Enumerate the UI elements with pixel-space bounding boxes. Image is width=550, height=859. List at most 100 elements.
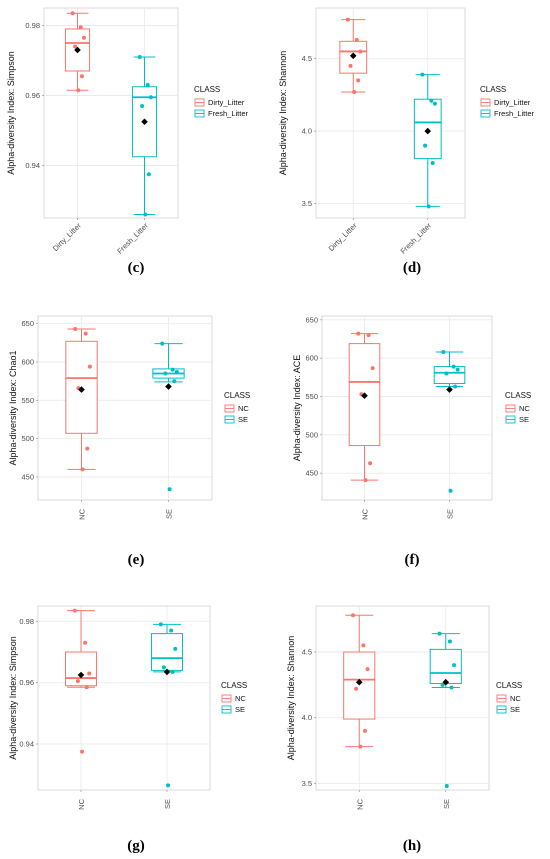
chart-panel-e: 450 500 550 600 650 Alpha-diversity Index: Ch… bbox=[8, 315, 250, 568]
data-point bbox=[361, 643, 366, 648]
data-point bbox=[166, 783, 171, 788]
legend-entry: NC bbox=[238, 404, 249, 413]
data-point bbox=[174, 369, 179, 374]
legend-entry: SE bbox=[519, 415, 529, 424]
data-point bbox=[354, 37, 359, 42]
legend-title: CLASS bbox=[224, 391, 250, 400]
panel-label: (e) bbox=[128, 552, 145, 568]
data-point bbox=[87, 671, 92, 676]
data-point bbox=[170, 669, 175, 674]
y-tick-label: 500 bbox=[305, 430, 318, 439]
y-tick-label: 0.94 bbox=[25, 161, 40, 170]
y-tick-label: 650 bbox=[21, 319, 34, 328]
mean-marker bbox=[78, 386, 85, 393]
data-point bbox=[354, 686, 359, 691]
legend: CLASS Dirty_Litter Fresh_Litter bbox=[194, 85, 249, 118]
box-NC bbox=[65, 608, 97, 754]
panel-label: (d) bbox=[403, 260, 421, 276]
mean-marker bbox=[361, 392, 368, 400]
mean-marker bbox=[77, 671, 85, 679]
chart-panel-g: 0.94 0.96 0.98 Alpha-diversity Index: Simps… bbox=[8, 605, 247, 854]
data-point bbox=[145, 83, 150, 87]
data-point bbox=[447, 639, 452, 644]
box-iqr bbox=[65, 651, 97, 687]
x-tick-label: NC bbox=[355, 798, 364, 809]
x-tick-label: NC bbox=[77, 798, 86, 809]
y-tick-label: 0.98 bbox=[19, 617, 34, 626]
y-tick-label: 550 bbox=[21, 396, 34, 405]
data-point bbox=[72, 608, 77, 613]
y-tick-label: 450 bbox=[305, 469, 318, 478]
box-SE bbox=[433, 350, 466, 493]
data-point bbox=[351, 613, 356, 618]
y-tick-label: 4.5 bbox=[302, 648, 312, 657]
legend-entry: NC bbox=[510, 694, 521, 703]
data-point bbox=[358, 744, 363, 749]
data-point bbox=[455, 367, 460, 372]
x-tick-label: SE bbox=[165, 509, 174, 519]
data-point bbox=[140, 104, 145, 108]
y-tick-label: 600 bbox=[21, 358, 34, 367]
data-point bbox=[444, 371, 449, 376]
data-point bbox=[81, 35, 86, 40]
box-iqr bbox=[151, 633, 183, 671]
chart-panel-c: 0.94 0.96 0.98 Alpha-diversity Index: Simps… bbox=[6, 7, 249, 276]
legend-title: CLASS bbox=[505, 391, 531, 400]
data-point bbox=[79, 74, 84, 79]
legend: CLASS NC SE bbox=[505, 391, 531, 424]
data-point bbox=[370, 366, 375, 371]
mean-marker bbox=[446, 386, 453, 393]
data-point bbox=[449, 685, 454, 690]
data-point bbox=[366, 333, 371, 338]
data-point bbox=[452, 663, 457, 668]
data-point bbox=[356, 331, 361, 336]
legend: CLASS NC SE bbox=[496, 681, 522, 714]
data-point bbox=[83, 331, 88, 336]
data-point bbox=[363, 478, 368, 483]
y-tick-label: 0.96 bbox=[25, 91, 40, 100]
data-point bbox=[453, 384, 458, 389]
data-point bbox=[368, 461, 373, 466]
data-point bbox=[73, 327, 78, 332]
legend-title: CLASS bbox=[480, 85, 506, 94]
y-axis-label: Alpha-diversity Index: Chao1 bbox=[8, 350, 18, 465]
mean-marker bbox=[424, 127, 432, 135]
legend-entry: Fresh_Litter bbox=[494, 109, 535, 118]
data-point bbox=[429, 98, 434, 103]
data-point bbox=[426, 204, 431, 209]
x-tick-label: Fresh_Litter bbox=[115, 221, 150, 256]
data-point bbox=[170, 367, 175, 372]
x-tick-label: Dirty_Litter bbox=[327, 221, 359, 253]
plot-area bbox=[315, 7, 466, 219]
data-point bbox=[362, 728, 367, 733]
y-tick-label: 450 bbox=[21, 473, 34, 482]
data-point bbox=[80, 749, 85, 754]
x-tick-label: NC bbox=[361, 508, 370, 519]
y-tick-label: 600 bbox=[305, 354, 318, 363]
data-point bbox=[85, 446, 90, 451]
y-tick-label: 0.98 bbox=[25, 21, 40, 30]
plot-area bbox=[43, 7, 179, 219]
panel-label: (c) bbox=[128, 260, 145, 276]
y-tick-label: 3.5 bbox=[302, 199, 312, 208]
y-axis-label: Alpha-diversity Index: Shannon bbox=[278, 51, 288, 176]
data-point bbox=[80, 467, 85, 472]
mean-marker bbox=[74, 46, 81, 54]
legend-entry: SE bbox=[510, 705, 520, 714]
y-tick-label: 4.0 bbox=[302, 127, 312, 136]
data-point bbox=[84, 685, 89, 690]
y-axis-label: Alpha-diversity Index: Simpson bbox=[6, 51, 16, 175]
mean-marker bbox=[141, 118, 148, 126]
data-point bbox=[148, 95, 153, 100]
data-point bbox=[348, 63, 353, 68]
legend-entry: SE bbox=[238, 415, 248, 424]
y-tick-label: 650 bbox=[305, 315, 318, 324]
box-SE bbox=[151, 622, 183, 788]
data-point bbox=[423, 143, 428, 148]
x-tick-label: SE bbox=[163, 799, 172, 809]
data-point bbox=[441, 350, 446, 355]
y-tick-label: 3.5 bbox=[302, 779, 312, 788]
data-point bbox=[76, 88, 81, 93]
data-point bbox=[173, 646, 178, 651]
legend: CLASS Dirty_Litter Fresh_Litter bbox=[480, 85, 535, 118]
